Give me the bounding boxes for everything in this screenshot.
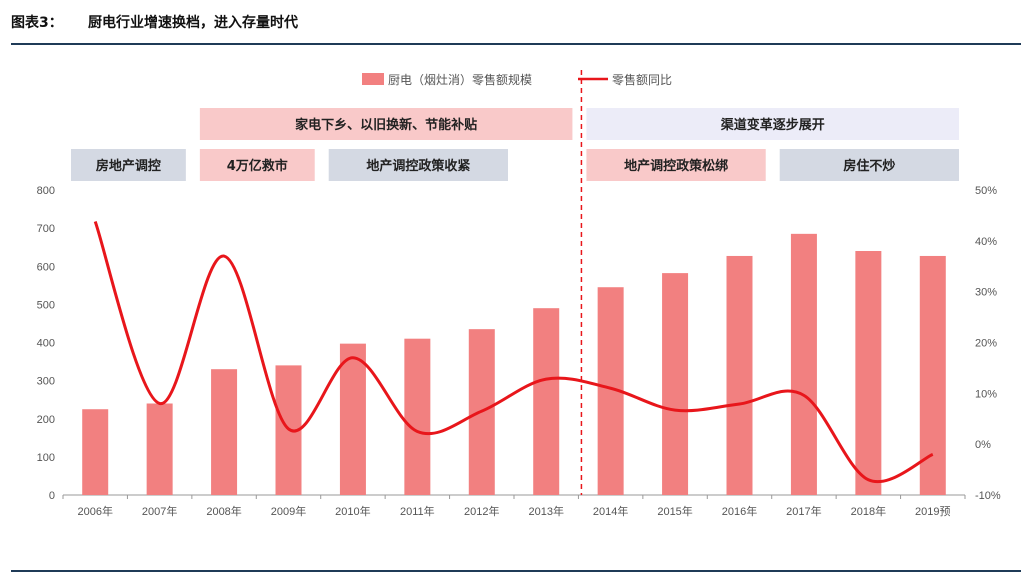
yoy-growth-line (93, 221, 934, 484)
x-tick-label: 2010年 (335, 504, 370, 518)
line-series (93, 221, 934, 484)
y-left-tick-label: 600 (37, 261, 55, 273)
y-left-tick-label: 800 (37, 185, 55, 197)
legend-bar-label: 厨电（烟灶消）零售额规模 (388, 72, 532, 87)
policy-band-box (586, 108, 959, 140)
legend-line-label: 零售额同比 (612, 72, 672, 87)
y-left-tick-label: 200 (37, 414, 55, 426)
x-tick-label: 2006年 (77, 504, 112, 518)
policy-band-box (199, 108, 573, 140)
y-right-tick-label: 50% (975, 185, 997, 197)
y-right-tick-label: 20% (975, 338, 997, 350)
bar-series (82, 233, 946, 495)
y-left-tick-label: 0 (49, 490, 55, 502)
bar (662, 273, 689, 495)
bar (211, 369, 238, 495)
x-tick-label: 2012年 (464, 504, 499, 518)
bar (339, 343, 366, 495)
market-band-label: 房住不炒 (843, 158, 895, 174)
y-left-tick-label: 400 (37, 338, 55, 350)
bar (790, 233, 817, 495)
chart-title: 厨电行业增速换档，进入存量时代 (88, 15, 298, 31)
x-tick-label: 2014年 (593, 504, 628, 518)
x-tick-label: 2008年 (206, 504, 241, 518)
bar (404, 338, 431, 495)
market-band-label: 地产调控政策松绑 (624, 158, 728, 174)
policy-band-label: 渠道变革逐步展开 (720, 117, 825, 133)
top-rule (11, 43, 1021, 45)
y-right-tick-label: 10% (975, 388, 997, 400)
bar (726, 255, 753, 495)
market-band-label: 地产调控政策收紧 (366, 158, 470, 174)
y-left-tick-label: 300 (37, 376, 55, 388)
bar (146, 403, 173, 495)
legend: 厨电（烟灶消）零售额规模 零售额同比 (362, 72, 672, 87)
bar (533, 308, 560, 495)
market-band-box (779, 149, 959, 181)
y-right-tick-label: 40% (975, 236, 997, 248)
market-band-label: 房地产调控 (96, 158, 161, 174)
market-band-box (71, 149, 186, 181)
y-right-tick-label: 30% (975, 287, 997, 299)
x-tick-label: 2019预 (915, 505, 950, 518)
bar (855, 251, 882, 495)
market-band-label: 4万亿救市 (227, 158, 288, 174)
legend-bar-swatch (362, 73, 384, 85)
market-band-box (328, 149, 508, 181)
x-tick-label: 2013年 (528, 504, 563, 518)
y-right-tick-label: -10% (975, 490, 1001, 502)
bar (82, 409, 109, 495)
y-left-tick-label: 700 (37, 223, 55, 235)
policy-band-label: 家电下乡、以旧换新、节能补贴 (295, 117, 477, 133)
market-band-box (199, 149, 315, 181)
y-right-tick-label: 0% (975, 439, 991, 451)
x-tick-label: 2018年 (851, 504, 886, 518)
market-band-box (586, 149, 766, 181)
x-tick-label: 2007年 (142, 504, 177, 518)
x-tick-label: 2009年 (271, 504, 306, 518)
x-tick-label: 2015年 (657, 504, 692, 518)
y-left-tick-label: 100 (37, 452, 55, 464)
x-tick-label: 2017年 (786, 504, 821, 518)
bottom-rule (11, 570, 1021, 572)
x-tick-label: 2016年 (722, 504, 757, 518)
figure-label: 图表3： (11, 15, 63, 31)
x-tick-label: 2011年 (400, 504, 435, 518)
y-left-tick-label: 500 (37, 299, 55, 311)
